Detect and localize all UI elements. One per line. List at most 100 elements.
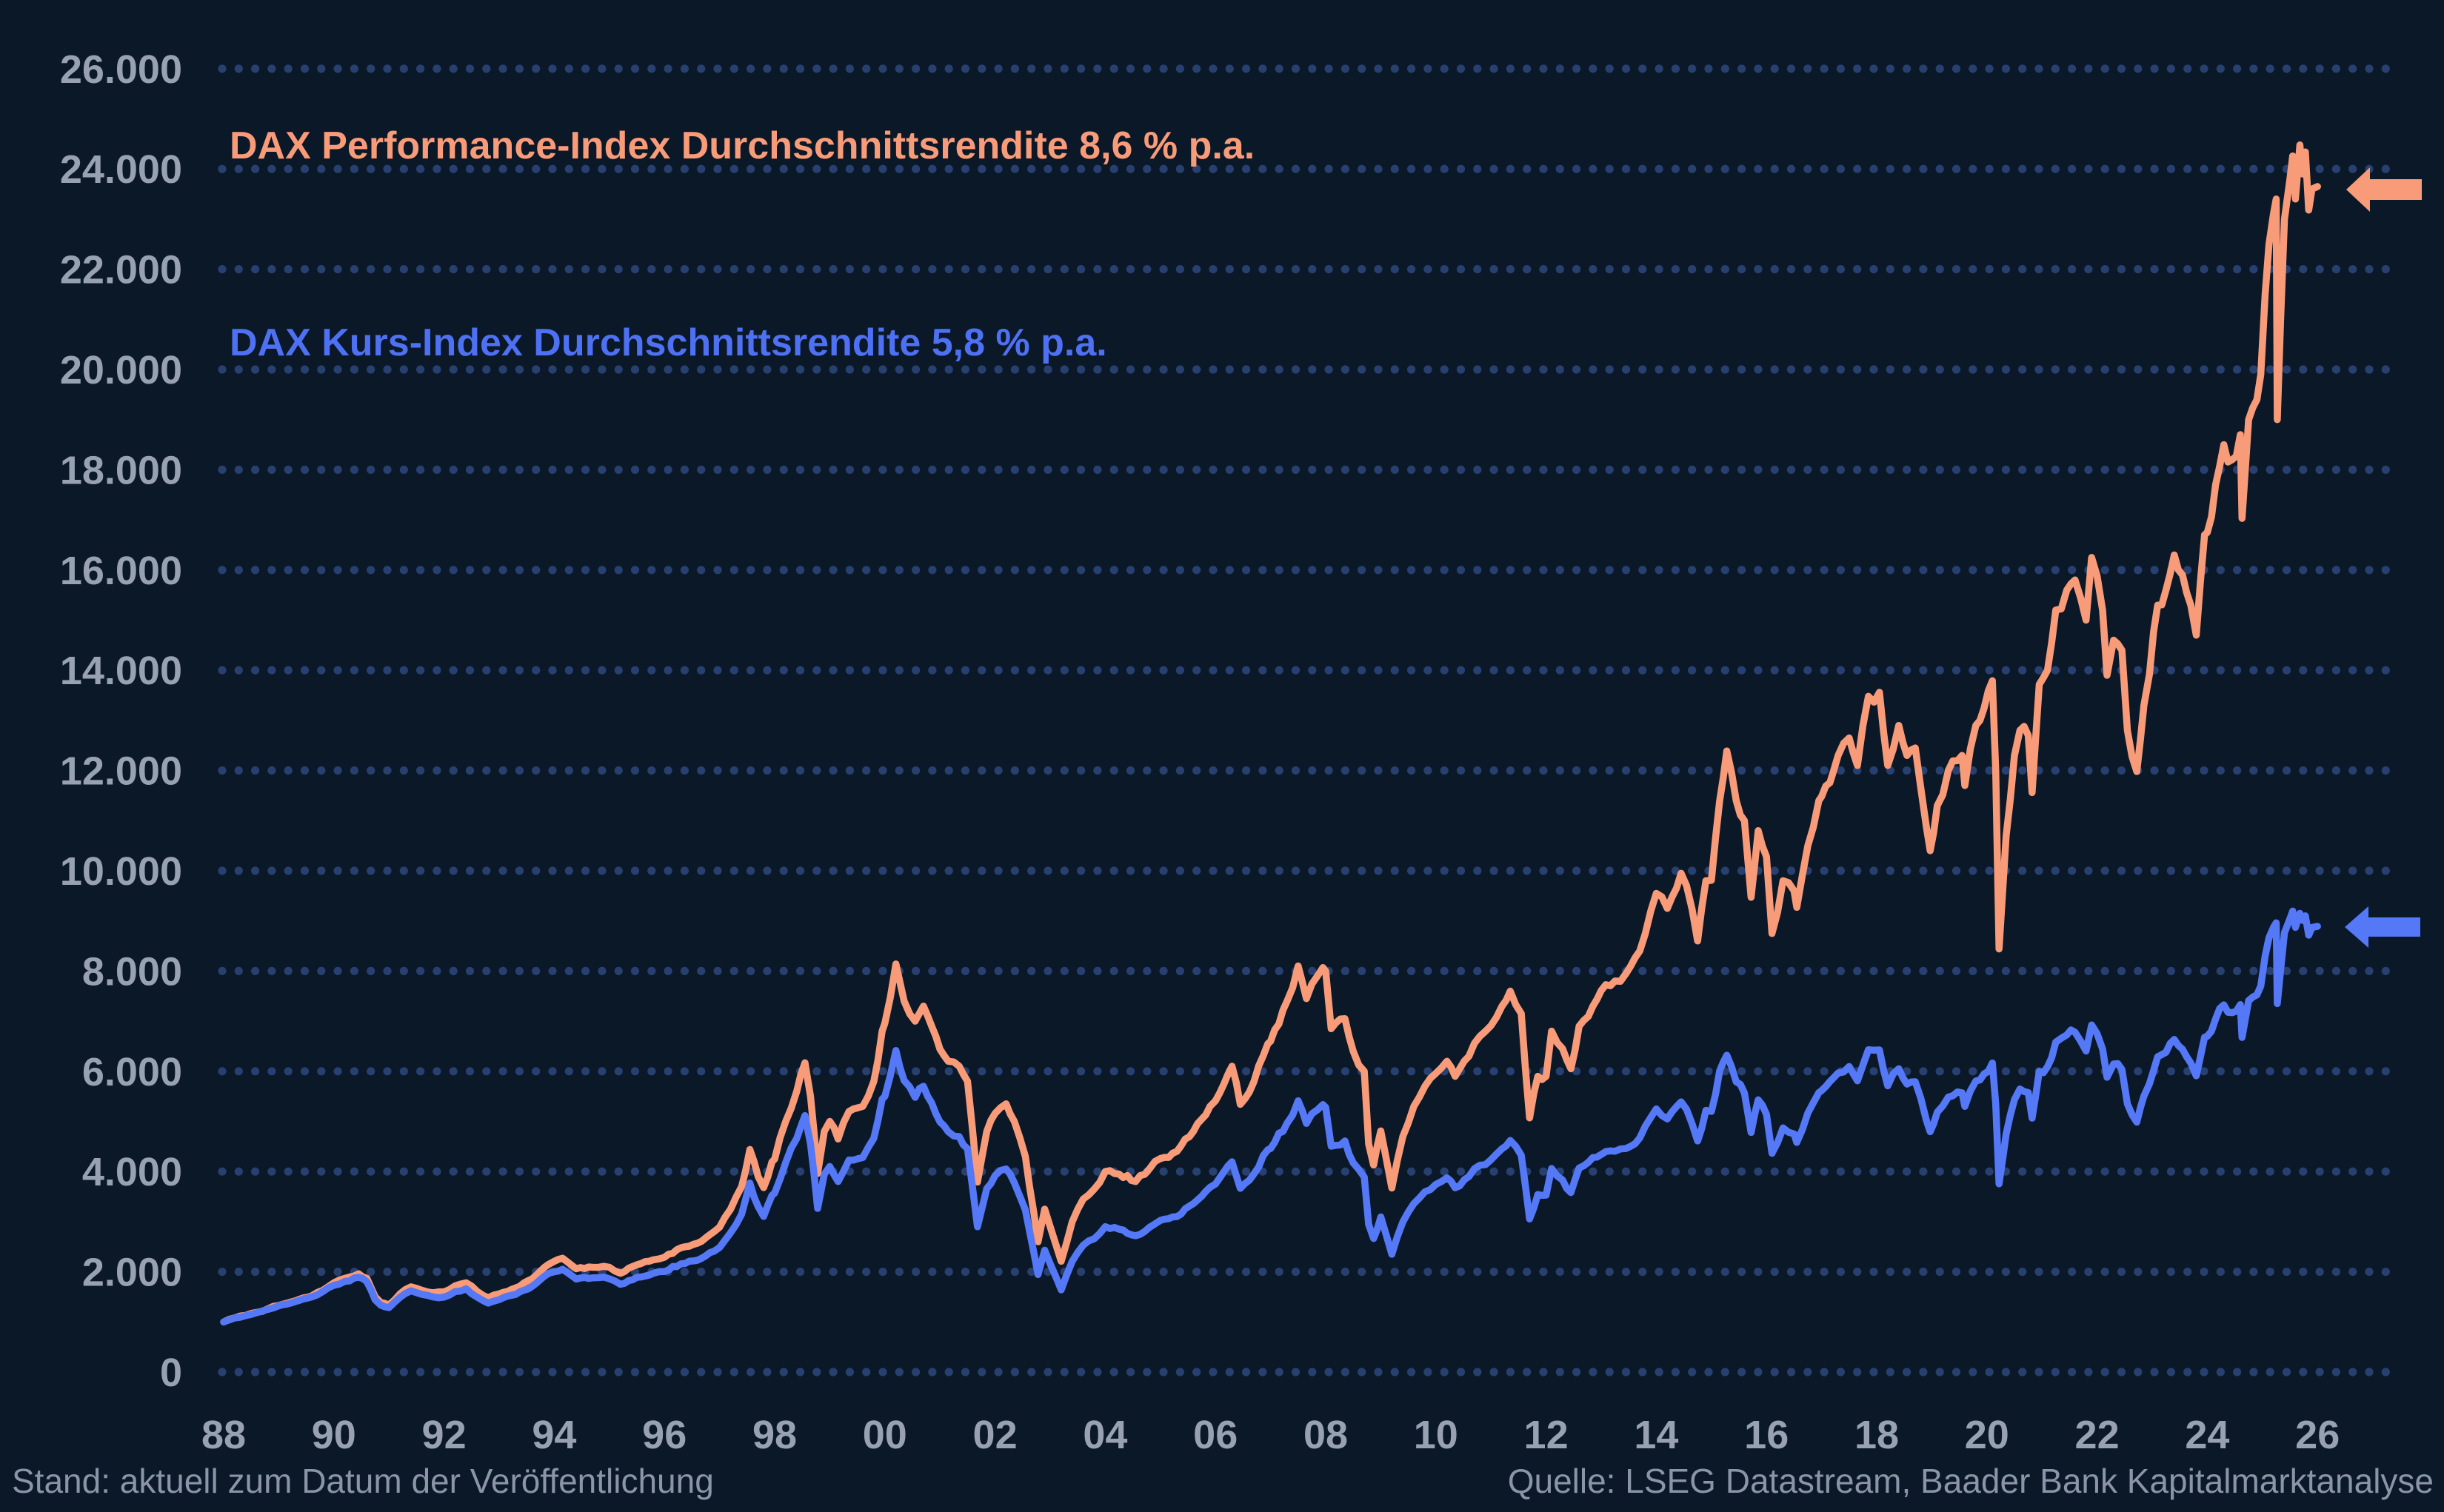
gridline-dot	[1770, 566, 1779, 575]
gridline-dot	[2100, 1268, 2109, 1277]
gridline-dot	[697, 1067, 706, 1076]
gridline-dot	[515, 966, 524, 975]
gridline-dot	[1143, 265, 1152, 274]
gridline-dot	[862, 365, 871, 374]
gridline-dot	[928, 866, 937, 875]
gridline-dot	[449, 164, 458, 173]
gridline-dot	[1919, 1067, 1928, 1076]
gridline-dot	[1275, 164, 1283, 173]
gridline-dot	[680, 164, 690, 173]
y-tick-label: 0	[160, 1351, 182, 1395]
gridline-dot	[928, 566, 937, 575]
x-tick-label: 20	[1965, 1413, 2009, 1457]
gridline-dot	[1489, 666, 1498, 675]
gridline-dot	[1440, 64, 1449, 73]
gridline-dot	[433, 164, 441, 173]
gridline-dot	[1258, 866, 1267, 875]
gridline-dot	[2315, 1067, 2324, 1076]
gridline-dot	[383, 1368, 392, 1376]
x-tick-label: 18	[1854, 1413, 1899, 1457]
gridline-dot	[2068, 666, 2077, 675]
gridline-dot	[664, 64, 672, 73]
gridline-dot	[1671, 1067, 1680, 1076]
gridline-dot	[218, 566, 227, 575]
gridline-dot	[829, 1368, 838, 1376]
gridline-dot	[532, 666, 541, 675]
gridline-dot	[1820, 566, 1829, 575]
gridline-dot	[2216, 64, 2225, 73]
gridline-dot	[1506, 966, 1515, 975]
gridline-dot	[2381, 866, 2390, 875]
gridline-dot	[1456, 64, 1466, 73]
gridline-dot	[1225, 465, 1234, 475]
gridline-dot	[1010, 1368, 1019, 1376]
gridline-dot	[465, 1268, 475, 1277]
gridline-dot	[614, 265, 623, 274]
gridline-dot	[2249, 164, 2258, 173]
gridline-dot	[845, 1268, 854, 1277]
gridline-dot	[1291, 766, 1301, 775]
gridline-dot	[1324, 1268, 1333, 1277]
gridline-dot	[994, 265, 1003, 274]
gridline-dot	[251, 566, 260, 575]
gridline-dot	[1258, 64, 1267, 73]
gridline-dot	[1704, 1167, 1713, 1176]
gridline-dot	[1077, 465, 1086, 475]
gridline-dot	[1589, 365, 1597, 374]
gridline-dot	[1688, 265, 1697, 274]
y-tick-label: 2.000	[82, 1251, 182, 1295]
gridline-dot	[1175, 365, 1184, 374]
gridline-dot	[1044, 265, 1052, 274]
gridline-dot	[1077, 1268, 1086, 1277]
gridline-dot	[2282, 64, 2291, 73]
gridline-dot	[1324, 64, 1333, 73]
gridline-dot	[1737, 666, 1746, 675]
gridline-dot	[564, 365, 573, 374]
gridline-dot	[994, 465, 1003, 475]
gridline-dot	[333, 866, 342, 875]
gridline-dot	[812, 566, 821, 575]
gridline-dot	[878, 1067, 887, 1076]
gridline-dot	[664, 866, 672, 875]
gridline-dot	[1159, 566, 1168, 575]
gridline-dot	[234, 265, 243, 274]
gridline-dot	[1209, 566, 1218, 575]
gridline-dot	[614, 966, 623, 975]
gridline-dot	[399, 465, 408, 475]
gridline-dot	[795, 966, 805, 975]
gridline-dot	[1969, 365, 1977, 374]
gridline-dot	[1291, 365, 1301, 374]
gridline-dot	[1869, 265, 1878, 274]
gridline-dot	[300, 164, 310, 173]
gridline-dot	[2216, 666, 2225, 675]
gridline-dot	[564, 666, 573, 675]
gridline-dot	[1969, 866, 1977, 875]
gridline-dot	[1720, 666, 1729, 675]
gridline-dot	[647, 1167, 656, 1176]
gridline-dot	[2331, 265, 2340, 274]
gridline-dot	[515, 1368, 524, 1376]
gridline-dot	[317, 666, 326, 675]
gridline-dot	[647, 566, 656, 575]
gridline-dot	[1077, 966, 1086, 975]
gridline-dot	[2100, 866, 2109, 875]
gridline-dot	[1407, 64, 1416, 73]
gridline-dot	[1159, 666, 1168, 675]
gridline-dot	[1969, 64, 1977, 73]
gridline-dot	[961, 1368, 970, 1376]
gridline-dot	[2001, 1268, 2010, 1277]
gridline-dot	[614, 164, 623, 173]
gridline-dot	[1506, 64, 1515, 73]
gridline-dot	[845, 566, 854, 575]
gridline-dot	[267, 1167, 276, 1176]
gridline-dot	[1969, 966, 1977, 975]
gridline-dot	[1589, 866, 1597, 875]
gridline-dot	[1688, 1167, 1697, 1176]
gridline-dot	[2068, 64, 2077, 73]
gridline-dot	[1143, 64, 1152, 73]
gridline-dot	[2034, 164, 2043, 173]
gridline-dot	[1175, 64, 1184, 73]
gridline-dot	[2117, 64, 2126, 73]
gridline-dot	[763, 164, 772, 173]
gridline-dot	[697, 1268, 706, 1277]
